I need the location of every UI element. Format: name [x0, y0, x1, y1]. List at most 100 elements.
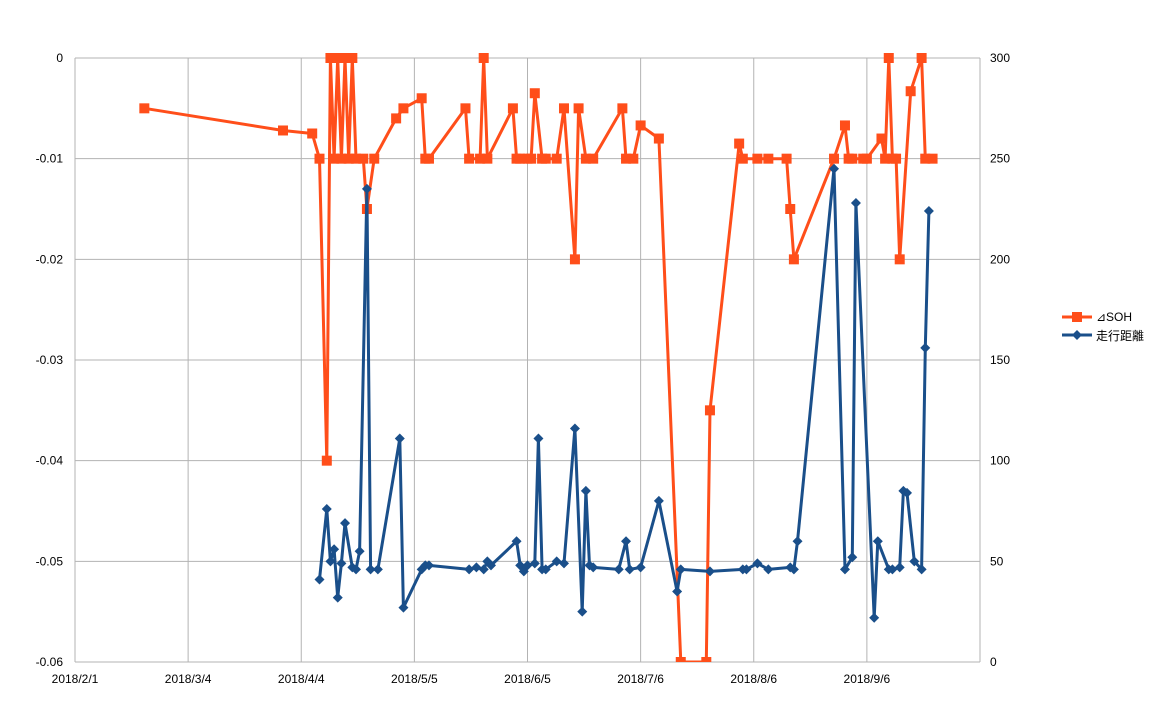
distance-point: [464, 564, 475, 575]
y-right-tick-label: 250: [990, 152, 1010, 166]
distance-point: [478, 564, 489, 575]
x-tick-label: 2018/4/4: [278, 672, 325, 686]
series-layer: [139, 53, 938, 662]
soh-point: [880, 153, 891, 164]
distance-point: [558, 558, 569, 569]
soh-point: [340, 53, 351, 63]
distance-point: [522, 560, 533, 571]
y-right-tick-label: 200: [990, 252, 1010, 266]
y-left-tick-label: -0.01: [36, 152, 64, 166]
soh-point: [529, 88, 540, 99]
distance-point: [923, 206, 934, 217]
soh-point: [398, 103, 409, 114]
soh-point: [139, 103, 150, 114]
distance-point: [361, 183, 372, 194]
x-tick-label: 2018/2/1: [52, 672, 99, 686]
distance-point: [325, 556, 336, 567]
distance-point: [398, 602, 409, 613]
distance-point: [872, 536, 883, 547]
soh-point: [635, 120, 646, 131]
distance-point: [314, 574, 325, 585]
y-right-tick-label: 50: [990, 554, 1004, 568]
distance-point: [902, 487, 913, 498]
y-left-tick-label: -0.02: [36, 252, 64, 266]
soh-point: [876, 133, 887, 144]
soh-point: [332, 53, 343, 63]
y-right-tick-label: 0: [990, 655, 997, 669]
soh-point: [558, 103, 569, 114]
distance-point: [792, 536, 803, 547]
soh-point: [507, 103, 518, 114]
soh-point: [478, 53, 489, 63]
y-left-tick-label: -0.06: [36, 655, 64, 669]
soh-point: [482, 153, 493, 164]
soh-point: [628, 153, 639, 164]
distance-point: [752, 558, 763, 569]
x-tick-label: 2018/3/4: [165, 672, 212, 686]
soh-point: [653, 133, 664, 144]
soh-point: [916, 53, 927, 63]
distance-point: [869, 612, 880, 623]
distance-point: [471, 562, 482, 573]
soh-point: [883, 53, 894, 63]
soh-point: [423, 153, 434, 164]
y-right-tick-label: 150: [990, 353, 1010, 367]
distance-point: [653, 495, 664, 506]
distance-point: [613, 564, 624, 575]
distance-point: [887, 564, 898, 575]
soh-point: [785, 204, 796, 214]
soh-point: [464, 153, 475, 164]
legend-item-soh: ⊿SOH: [1062, 308, 1144, 326]
soh-point: [737, 153, 748, 164]
axes: 0 -0.01 -0.02 -0.03 -0.04 -0.05 -0.06 300 250 200…: [36, 51, 1011, 686]
distance-point: [332, 592, 343, 603]
soh-point: [551, 153, 562, 164]
soh-point: [763, 153, 774, 164]
soh-point: [540, 153, 551, 164]
soh-point: [675, 657, 686, 662]
soh-point: [515, 153, 526, 164]
x-tick-label: 2018/5/5: [391, 672, 438, 686]
y-right-tick-label: 100: [990, 454, 1010, 468]
soh-point: [839, 120, 850, 131]
distance-point: [675, 564, 686, 575]
soh-point: [358, 153, 369, 164]
soh-point: [347, 53, 358, 63]
soh-point: [621, 153, 632, 164]
soh-point: [752, 153, 763, 164]
soh-point: [704, 405, 715, 416]
x-tick-label: 2018/7/6: [617, 672, 664, 686]
soh-point: [336, 153, 347, 164]
soh-point: [861, 153, 872, 164]
series-distance: [314, 163, 934, 623]
soh-point: [314, 153, 325, 164]
soh-point: [369, 153, 380, 164]
distance-point: [350, 564, 361, 575]
distance-point: [621, 536, 632, 547]
distance-point: [741, 564, 752, 575]
distance-point: [533, 433, 544, 444]
distance-point: [588, 562, 599, 573]
soh-point: [526, 153, 537, 164]
soh-point: [573, 103, 584, 114]
soh-point: [788, 254, 799, 265]
y-left-tick-label: -0.05: [36, 554, 64, 568]
distance-point: [354, 546, 365, 557]
distance-point: [540, 564, 551, 575]
soh-point: [321, 455, 332, 466]
distance-point: [577, 606, 588, 617]
soh-point: [781, 153, 792, 164]
distance-point: [763, 564, 774, 575]
distance-point: [372, 564, 383, 575]
x-tick-label: 2018/8/6: [730, 672, 777, 686]
distance-point: [340, 518, 351, 529]
distance-point: [329, 544, 340, 555]
legend-item-distance: 走行距離: [1062, 326, 1144, 344]
distance-point: [580, 485, 591, 496]
distance-series-line: [318, 167, 931, 620]
y-left-tick-label: -0.03: [36, 353, 64, 367]
soh-point: [416, 93, 427, 104]
y-left-tick-label: 0: [56, 51, 63, 65]
distance-point: [909, 556, 920, 567]
series-soh: [139, 53, 938, 662]
